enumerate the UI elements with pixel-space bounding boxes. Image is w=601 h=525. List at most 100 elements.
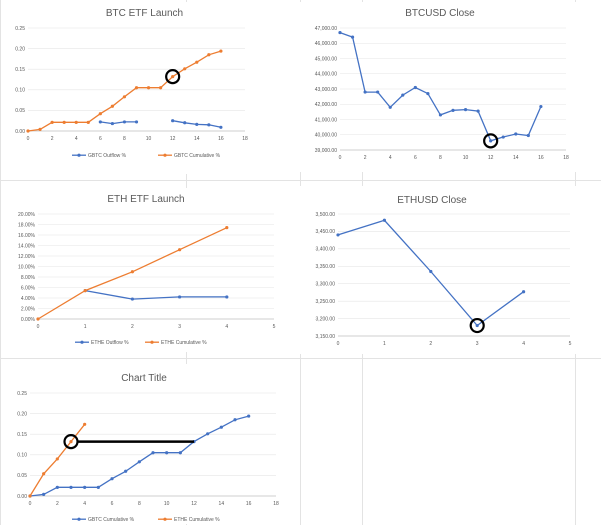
y-tick-label: 0.10 xyxy=(15,88,25,94)
x-tick-label: 8 xyxy=(123,136,126,142)
data-point xyxy=(178,248,182,252)
y-tick-label: 8.00% xyxy=(21,275,36,281)
chart-area xyxy=(300,2,580,172)
x-tick-label: 10 xyxy=(463,155,469,161)
y-tick-label: 12.00% xyxy=(18,254,36,260)
data-point xyxy=(526,133,530,138)
chart-chart-title[interactable]: Chart Title 0.00 0.05 0.10 0.15 0.20 0.25 0 2 4 6… xyxy=(3,364,286,524)
x-tick-label: 16 xyxy=(246,501,252,507)
chart-btc-etf-launch[interactable]: BTC ETF Launch 0.000.050.100.150.200.250… xyxy=(3,2,286,174)
data-point xyxy=(74,120,78,124)
y-tick-label: 3,400.00 xyxy=(316,247,336,253)
x-tick-label: 4 xyxy=(225,324,228,330)
data-point xyxy=(26,129,30,133)
data-point xyxy=(225,226,229,230)
annotation-circle xyxy=(483,133,499,149)
data-point xyxy=(388,105,392,109)
data-point xyxy=(38,127,42,131)
data-point xyxy=(146,86,151,90)
data-point xyxy=(475,323,479,328)
y-tick-label: 3,300.00 xyxy=(316,282,336,288)
data-point xyxy=(514,132,518,136)
data-point xyxy=(69,485,73,489)
plot-area: 0.00 0.05 0.10 0.15 0.20 0.25 0 2 4 6 8 10 12 14 16 18 G… xyxy=(15,26,248,159)
x-tick-label: 5 xyxy=(569,341,572,347)
x-tick-label: 6 xyxy=(111,501,114,507)
chart-btcusd-close[interactable]: BTCUSD Close 39,000.00 40,000.00 41,000.00… xyxy=(300,2,580,172)
y-tick-label: 0.15 xyxy=(17,432,27,438)
y-tick-label: 0.00 xyxy=(17,494,27,500)
data-point xyxy=(83,485,87,489)
y-tick-label: 16.00% xyxy=(18,233,36,239)
data-point xyxy=(110,121,114,126)
y-tick-label: 42,000.00 xyxy=(315,102,337,108)
data-point xyxy=(206,432,210,436)
chart-title: Chart Title xyxy=(121,373,167,384)
series-line xyxy=(85,289,227,300)
x-tick-label: 4 xyxy=(389,155,392,161)
y-tick-label: 0.20 xyxy=(15,46,25,52)
x-tick-label: 6 xyxy=(99,136,102,142)
x-tick-label: 12 xyxy=(191,501,197,507)
x-tick-label: 14 xyxy=(219,501,225,507)
y-tick-label: 47,000.00 xyxy=(315,26,337,32)
data-point xyxy=(401,93,405,97)
data-point xyxy=(463,107,468,112)
legend-marker xyxy=(80,340,84,344)
y-tick-label: 0.20 xyxy=(17,411,27,417)
y-tick-label: 14.00% xyxy=(18,243,36,249)
y-tick-label: 18.00% xyxy=(18,222,36,228)
y-tick-label: 3,350.00 xyxy=(316,264,336,270)
chart-title: ETHUSD Close xyxy=(397,195,467,206)
x-tick-label: 0 xyxy=(27,136,30,142)
legend-label: GBTC Cumulative % xyxy=(88,517,135,523)
data-point xyxy=(219,49,223,53)
legend-marker xyxy=(77,517,81,521)
y-tick-label: 40,000.00 xyxy=(315,133,337,139)
x-tick-label: 6 xyxy=(414,155,417,161)
x-tick-label: 3 xyxy=(476,341,479,347)
data-point xyxy=(183,121,187,125)
x-tick-label: 2 xyxy=(56,501,59,507)
data-point xyxy=(195,122,199,127)
x-tick-label: 2 xyxy=(429,341,432,347)
y-tick-label: 20.00% xyxy=(18,212,36,218)
data-point xyxy=(98,120,102,124)
y-tick-label: 0.25 xyxy=(17,391,27,397)
data-point xyxy=(171,119,175,123)
x-tick-label: 14 xyxy=(513,155,519,161)
plot-area: 3,150.00 3,200.00 3,250.00 3,300.00 3,350.00… xyxy=(316,212,572,347)
y-tick-label: 3,150.00 xyxy=(316,334,336,340)
chart-ethusd-close[interactable]: ETHUSD Close 3,150.00 3,200.00 3,250.00 3,3… xyxy=(300,186,580,354)
y-tick-label: 3,200.00 xyxy=(316,316,336,322)
x-tick-label: 16 xyxy=(538,155,544,161)
x-tick-label: 4 xyxy=(522,341,525,347)
y-tick-label: 0.05 xyxy=(15,108,25,114)
data-point xyxy=(137,460,141,464)
data-point xyxy=(489,139,493,143)
data-point xyxy=(42,492,46,496)
data-point xyxy=(382,218,386,222)
plot-area: 0.00% 2.00% 4.00% 6.00% 8.00% 10.00% 12.00% 14.… xyxy=(18,212,276,346)
x-tick-label: 18 xyxy=(242,136,248,142)
legend-marker xyxy=(163,517,167,521)
x-tick-label: 0 xyxy=(37,324,40,330)
data-point xyxy=(165,451,169,455)
data-point xyxy=(426,91,430,96)
chart-area xyxy=(300,186,580,354)
data-point xyxy=(451,108,455,112)
chart-eth-etf-launch[interactable]: ETH ETF Launch 0.00% 2.00% 4.00% 6.00% 8.00%… xyxy=(3,188,286,352)
plot-area: 39,000.00 40,000.00 41,000.00 42,000.00 43,0… xyxy=(315,26,569,161)
x-tick-label: 3 xyxy=(178,324,181,330)
data-point xyxy=(122,120,127,124)
data-point xyxy=(83,422,87,426)
data-point xyxy=(28,494,32,498)
data-point xyxy=(151,451,155,455)
data-point xyxy=(195,60,199,64)
x-tick-label: 2 xyxy=(364,155,367,161)
data-point xyxy=(438,113,443,117)
y-tick-label: 4.00% xyxy=(21,296,36,302)
x-tick-label: 4 xyxy=(75,136,78,142)
y-tick-label: 45,000.00 xyxy=(315,56,337,62)
x-tick-label: 12 xyxy=(488,155,494,161)
